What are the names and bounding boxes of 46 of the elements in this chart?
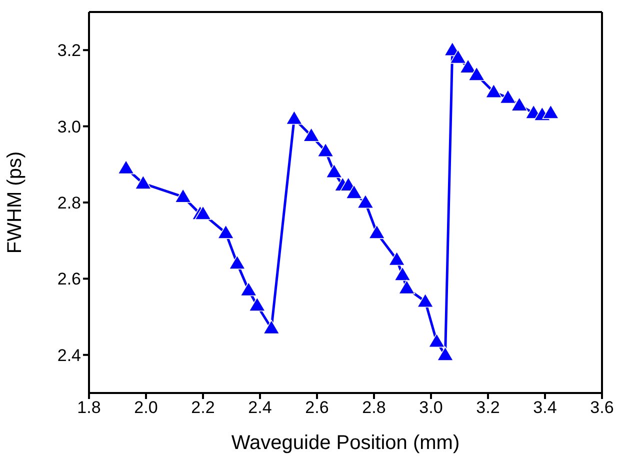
point bbox=[194, 206, 212, 220]
y-tick-label: 2.8 bbox=[57, 194, 81, 213]
point bbox=[174, 188, 192, 203]
y-tick-label: 2.6 bbox=[57, 270, 81, 289]
y-tick-label: 3.0 bbox=[57, 117, 81, 136]
point bbox=[326, 164, 342, 178]
point bbox=[510, 96, 528, 112]
point bbox=[302, 127, 320, 142]
point bbox=[394, 266, 411, 281]
point bbox=[217, 224, 234, 239]
point bbox=[248, 296, 266, 312]
x-tick-label: 3.4 bbox=[533, 398, 557, 418]
point bbox=[134, 175, 152, 190]
x-tick-label: 3.6 bbox=[590, 398, 614, 418]
point bbox=[450, 49, 466, 64]
point bbox=[428, 333, 446, 348]
point bbox=[468, 66, 485, 81]
point bbox=[118, 160, 134, 174]
point bbox=[317, 142, 334, 158]
x-tick-label: 2.2 bbox=[191, 398, 215, 418]
y-tick-label: 2.4 bbox=[57, 346, 81, 365]
point bbox=[398, 280, 416, 294]
point bbox=[485, 84, 502, 98]
point bbox=[542, 104, 560, 119]
point bbox=[263, 320, 280, 334]
point bbox=[416, 293, 434, 308]
x-tick-label: 1.8 bbox=[77, 398, 101, 418]
point bbox=[368, 224, 386, 239]
point bbox=[436, 346, 454, 361]
x-tick-label: 2.8 bbox=[362, 398, 386, 418]
point bbox=[500, 89, 516, 104]
point bbox=[388, 251, 406, 266]
x-tick-label: 2.6 bbox=[305, 398, 329, 418]
x-tick-label: 2.4 bbox=[248, 398, 272, 418]
point bbox=[286, 110, 303, 125]
x-axis-title: Waveguide Position (mm) bbox=[231, 432, 460, 454]
x-tick-label: 3.0 bbox=[419, 398, 443, 418]
point bbox=[240, 282, 257, 296]
point bbox=[346, 184, 362, 199]
x-tick-label: 2.0 bbox=[134, 398, 158, 418]
y-axis-title: FWHM (ps) bbox=[4, 151, 26, 254]
point bbox=[460, 58, 476, 74]
point bbox=[357, 194, 374, 208]
point bbox=[228, 255, 246, 270]
y-tick-label: 3.2 bbox=[57, 41, 81, 60]
x-tick-label: 3.2 bbox=[476, 398, 500, 418]
